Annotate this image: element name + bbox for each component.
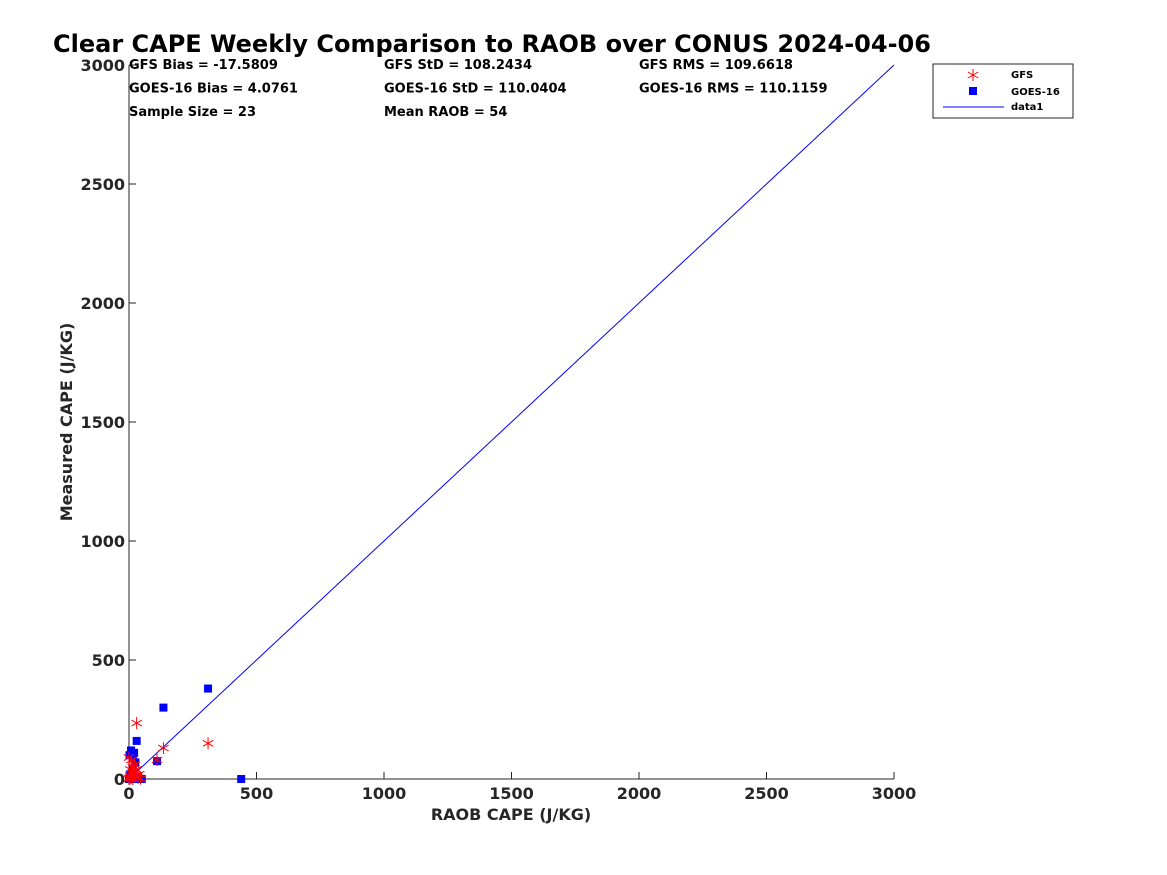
legend-gfs-marker (967, 69, 979, 81)
gfs-point (127, 773, 139, 785)
legend-goes16-marker (969, 87, 977, 95)
series-gfs (123, 717, 214, 785)
chart-title: Clear CAPE Weekly Comparison to RAOB ove… (53, 30, 931, 58)
legend-label-goes16: GOES-16 (1011, 87, 1060, 98)
x-tick-label: 2500 (744, 784, 789, 803)
series-line-data1 (128, 64, 895, 780)
y-axis-label: Measured CAPE (J/KG) (57, 323, 76, 522)
y-tick-label: 2000 (80, 294, 125, 313)
stat-text: GFS RMS = 109.6618 (639, 58, 793, 73)
x-tick-label: 2000 (617, 784, 662, 803)
axes: 0 500 1000 1500 2000 2500 3000 0 500 1000 1500 2000… (80, 56, 916, 803)
legend-box (932, 63, 1074, 119)
y-tick-label: 1000 (80, 532, 125, 551)
stat-text: GOES-16 RMS = 110.1159 (639, 82, 828, 97)
goes16-point (204, 684, 213, 693)
legend-label-data1: data1 (1011, 102, 1043, 113)
legend: GFS GOES-16 data1 (932, 63, 1074, 119)
y-tick-label: 1500 (80, 413, 125, 432)
goes16-point (128, 753, 137, 762)
x-axis-label: RAOB CAPE (J/KG) (431, 805, 591, 824)
stat-text: GFS StD = 108.2434 (384, 58, 532, 73)
gfs-point (157, 742, 169, 755)
goes16-point (132, 736, 141, 745)
stat-text: GFS Bias = -17.5809 (129, 58, 278, 73)
gfs-point (151, 753, 163, 766)
y-tick-label: 500 (92, 651, 125, 670)
gfs-point (123, 751, 135, 764)
goes16-point (130, 748, 139, 757)
stat-text: Mean RAOB = 54 (384, 105, 507, 120)
y-tick-label: 0 (114, 770, 125, 789)
stat-text: Sample Size = 23 (129, 105, 256, 120)
plot-area (123, 64, 895, 785)
legend-gfs-asterisk (967, 69, 979, 81)
y-tick-label: 3000 (80, 56, 125, 75)
gfs-point (202, 737, 214, 750)
x-tick-label: 500 (240, 784, 273, 803)
stat-text: GOES-16 StD = 110.0404 (384, 82, 567, 97)
goes16-point (237, 775, 246, 783)
gfs-point (124, 763, 136, 776)
series-goes16 (125, 684, 246, 783)
x-tick-label: 1500 (489, 784, 534, 803)
x-tick-label: 0 (123, 784, 134, 803)
x-tick-label: 1000 (362, 784, 407, 803)
stat-text: GOES-16 Bias = 4.0761 (129, 82, 298, 97)
x-tick-label: 3000 (872, 784, 917, 803)
gfs-point (131, 717, 143, 730)
y-tick-label: 2500 (80, 175, 125, 194)
stats-block: GFS Bias = -17.5809 GFS StD = 108.2434 GFS… (129, 58, 828, 120)
legend-label-gfs: GFS (1011, 70, 1033, 81)
goes16-point (159, 703, 168, 712)
